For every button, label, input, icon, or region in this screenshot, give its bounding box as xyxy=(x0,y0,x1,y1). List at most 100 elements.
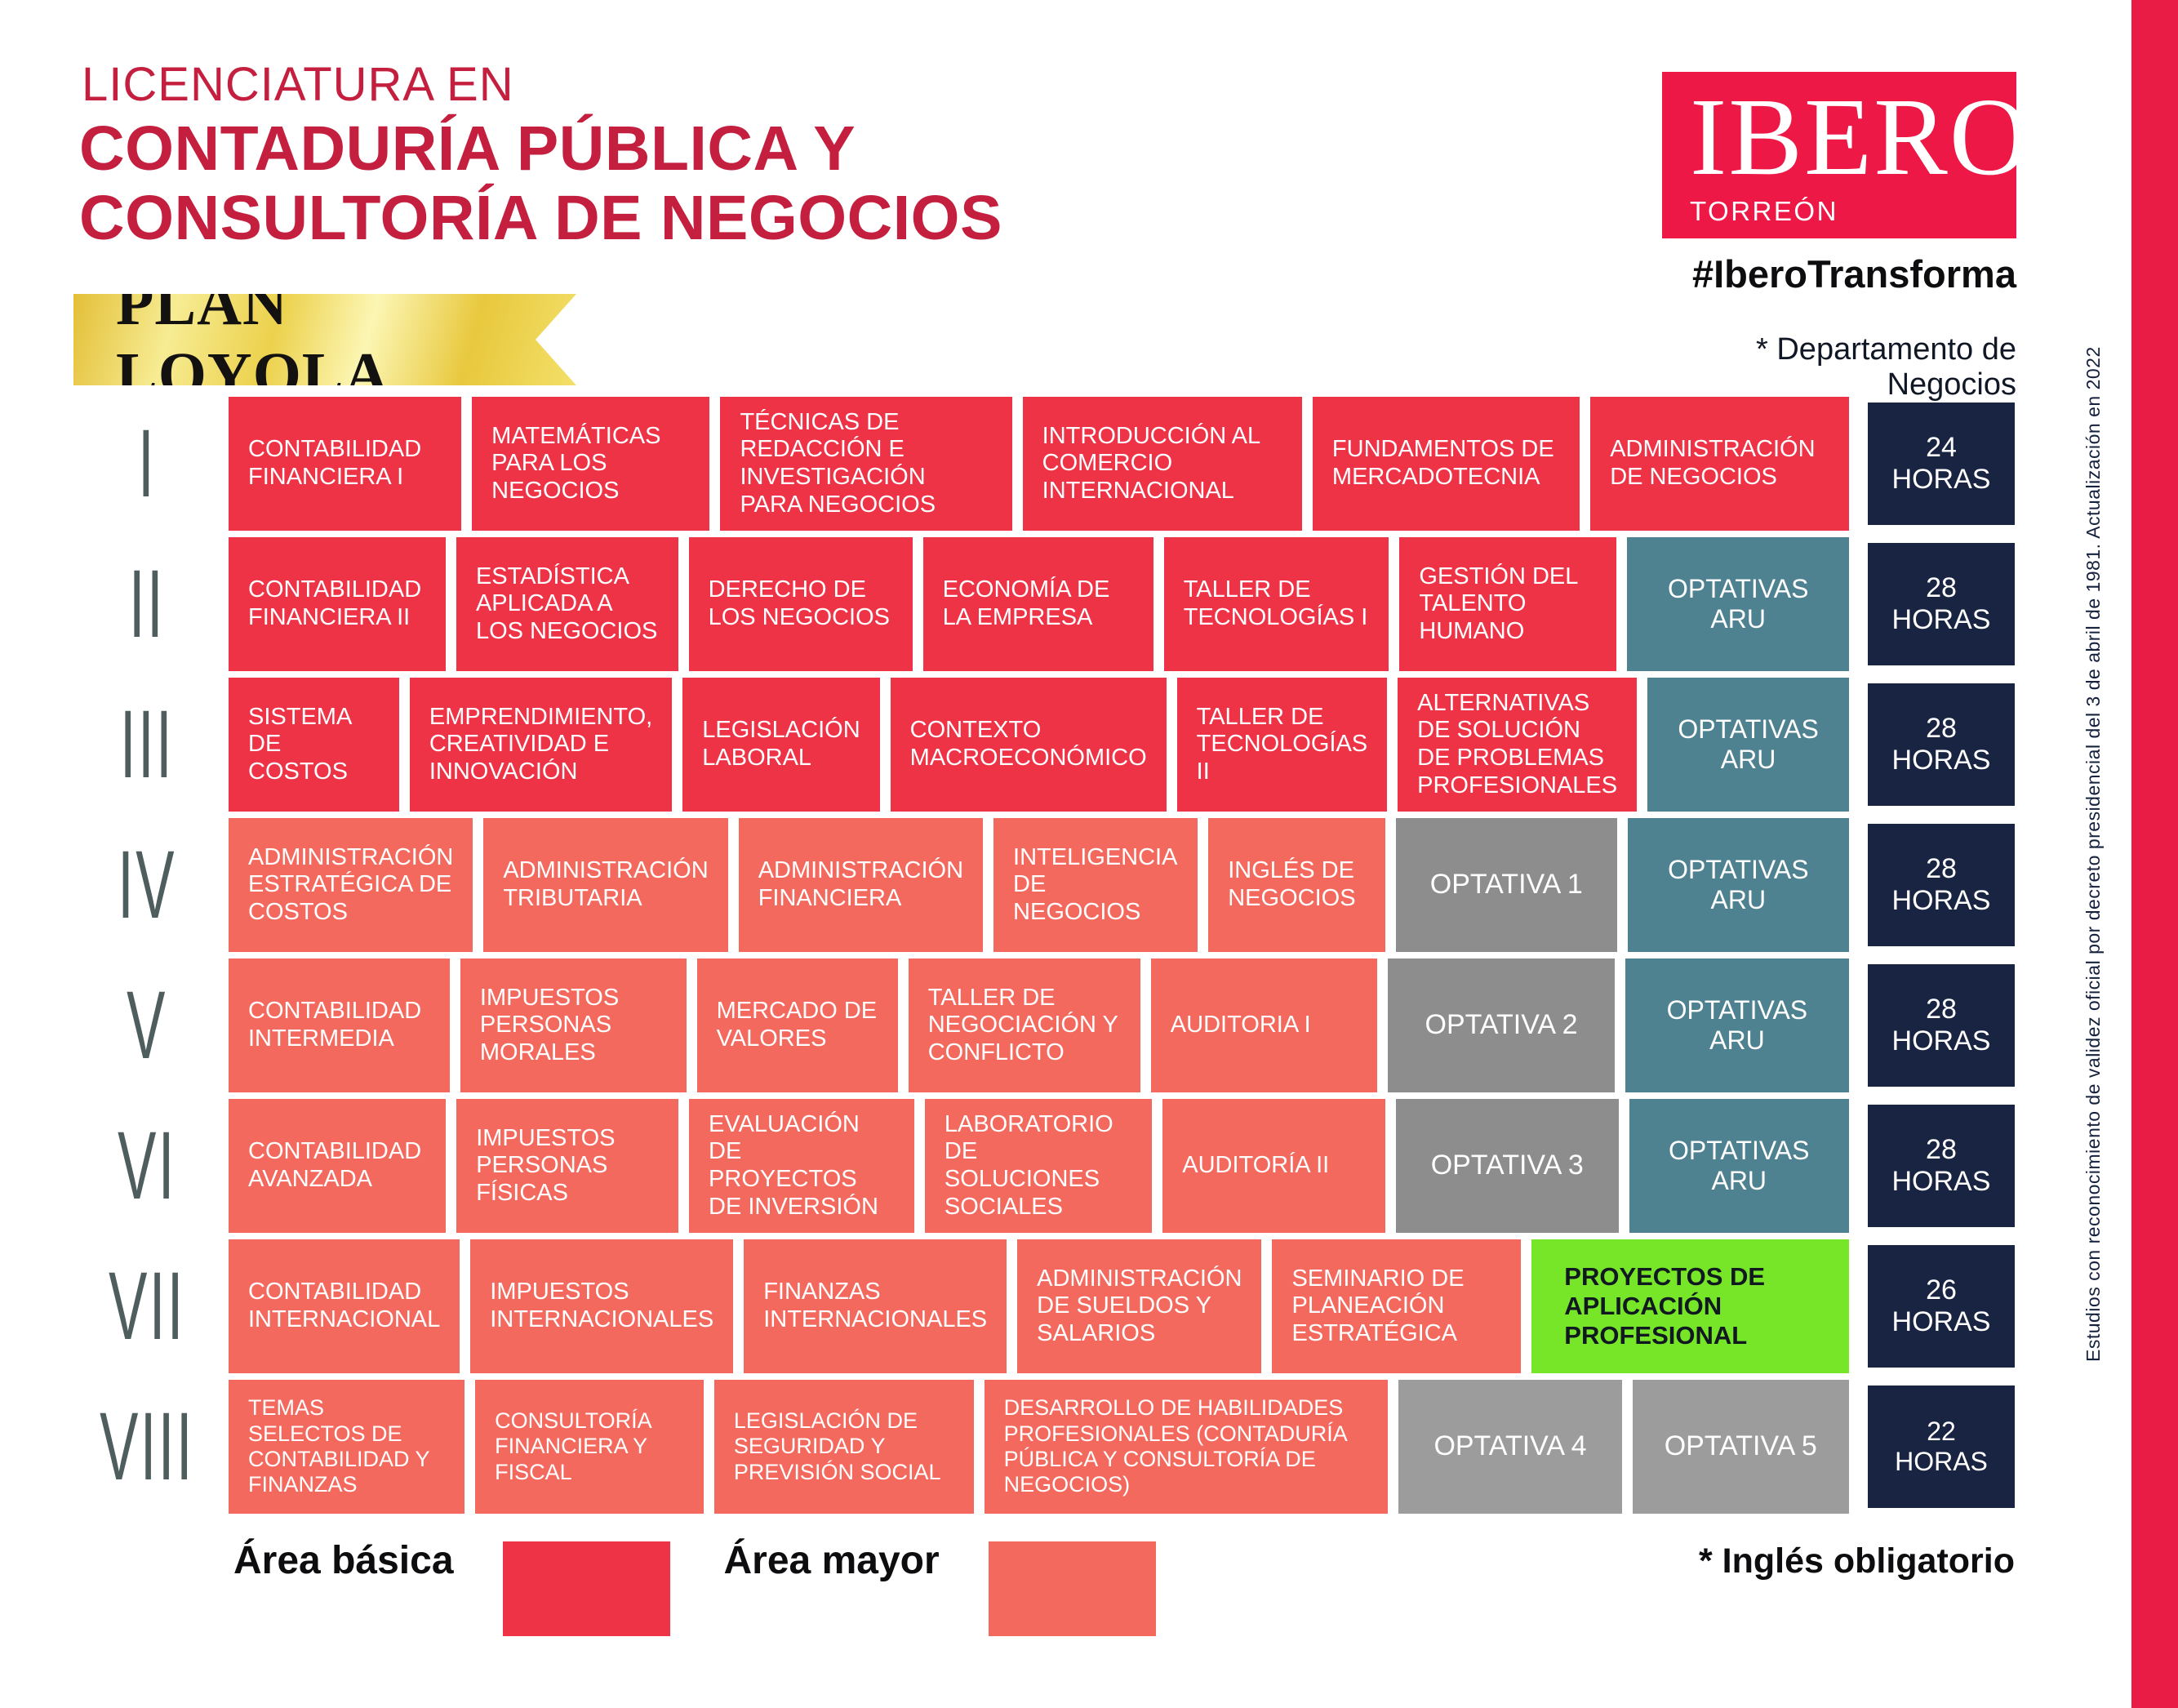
course-card: OPTATIVA 4 xyxy=(1398,1380,1622,1514)
course-card: SISTEMA DE COSTOS xyxy=(229,678,399,812)
hours-label: 28 HORAS xyxy=(1891,572,1991,635)
course-card: OPTATIVAS ARU xyxy=(1647,678,1849,812)
course-label: OPTATIVAS ARU xyxy=(1667,573,1809,634)
semester-courses: ADMINISTRACIÓN ESTRATÉGICA DE COSTOS ADMI… xyxy=(229,818,2016,952)
course-card: EMPRENDIMIENTO, CREATIVIDAD E INNOVACIÓN xyxy=(409,678,673,812)
course-card: INTRODUCCIÓN AL COMERCIO INTERNACIONAL xyxy=(1022,397,1302,531)
course-label: TÉCNICAS DE REDACCIÓN E INVESTIGACIÓN PA… xyxy=(740,408,936,518)
course-card: ADMINISTRACIÓN DE SUELDOS Y SALARIOS xyxy=(1017,1239,1262,1373)
course-card: CONTABILIDAD FINANCIERA I xyxy=(229,397,462,531)
course-card: DESARROLLO DE HABILIDADES PROFESIONALES … xyxy=(984,1380,1389,1514)
course-label: INGLÉS DE NEGOCIOS xyxy=(1228,857,1356,911)
semester-row-II: II CONTABILIDAD FINANCIERA II ESTADÍSTICA … xyxy=(65,537,2015,671)
course-card: LABORATORIO DE SOLUCIONES SOCIALES xyxy=(924,1099,1153,1233)
course-card: INTELIGENCIA DE NEGOCIOS xyxy=(993,818,1198,952)
course-card: AUDITORIA I xyxy=(1150,959,1378,1092)
course-label: IMPUESTOS INTERNACIONALES xyxy=(490,1279,714,1332)
plan-loyola-banner: PLAN LOYOLA xyxy=(73,294,576,385)
course-card: EVALUACIÓN DE PROYECTOS DE INVERSIÓN xyxy=(689,1099,914,1233)
semester-row-V: V CONTABILIDAD INTERMEDIA IMPUESTOS PERSON… xyxy=(65,959,2015,1092)
course-label: TALLER DE TECNOLOGÍAS II xyxy=(1196,703,1368,785)
course-card: CONTABILIDAD FINANCIERA II xyxy=(229,537,446,671)
course-label: LABORATORIO DE SOLUCIONES SOCIALES xyxy=(944,1110,1113,1220)
semester-row-I: I CONTABILIDAD FINANCIERA I MATEMÁTICAS PA… xyxy=(65,397,2015,531)
course-label: SEMINARIO DE PLANEACIÓN ESTRATÉGICA xyxy=(1291,1265,1465,1346)
course-label: IMPUESTOS PERSONAS FÍSICAS xyxy=(476,1124,616,1206)
course-card: CONTABILIDAD AVANZADA xyxy=(229,1099,447,1233)
course-card: LEGISLACIÓN DE SEGURIDAD Y PREVISIÓN SOC… xyxy=(713,1380,974,1514)
program-kicker: LICENCIATURA EN xyxy=(82,58,514,111)
ibero-hashtag: #IberoTransforma xyxy=(1691,252,2016,296)
course-label: TEMAS SELECTOS DE CONTABILIDAD Y FINANZA… xyxy=(248,1395,430,1497)
legend-item-area-basica: Área básica xyxy=(233,1541,670,1636)
semester-numeral: V xyxy=(127,972,167,1079)
english-required-note: * Inglés obligatorio xyxy=(1698,1541,2015,1581)
course-card: ESTADÍSTICA APLICADA A LOS NEGOCIOS xyxy=(456,537,678,671)
hours-card: 28 HORAS xyxy=(1868,683,2015,806)
course-label: AUDITORÍA II xyxy=(1182,1152,1330,1179)
hours-card: 28 HORAS xyxy=(1868,824,2016,946)
legend-item-area-mayor: Área mayor xyxy=(724,1541,1156,1636)
course-label: SISTEMA DE COSTOS xyxy=(248,703,351,785)
course-card: ADMINISTRACIÓN ESTRATÉGICA DE COSTOS xyxy=(229,818,473,952)
hours-card: 28 HORAS xyxy=(1868,543,2015,665)
course-label: OPTATIVA 5 xyxy=(1664,1430,1817,1462)
hours-label: 22 HORAS xyxy=(1895,1416,1988,1476)
semester-row-III: III SISTEMA DE COSTOS EMPRENDIMIENTO, CREA… xyxy=(65,678,2015,812)
course-card: OPTATIVA 5 xyxy=(1632,1380,1849,1514)
course-label: ADMINISTRACIÓN DE SUELDOS Y SALARIOS xyxy=(1037,1265,1242,1346)
course-label: AUDITORIA I xyxy=(1170,1012,1311,1039)
hours-card: 24 HORAS xyxy=(1868,403,2015,525)
course-card: IMPUESTOS PERSONAS MORALES xyxy=(460,959,687,1092)
course-card: OPTATIVAS ARU xyxy=(1629,1099,1849,1233)
legend-label: Área básica xyxy=(233,1539,454,1582)
hours-label: 28 HORAS xyxy=(1891,993,1991,1056)
course-label: ADMINISTRACIÓN DE NEGOCIOS xyxy=(1610,436,1816,490)
course-label: MERCADO DE VALORES xyxy=(716,998,878,1052)
course-card: OPTATIVAS ARU xyxy=(1627,537,1849,671)
legend-label: Área mayor xyxy=(723,1539,940,1582)
hours-label: 28 HORAS xyxy=(1891,712,1991,776)
semester-courses: CONTABILIDAD INTERMEDIA IMPUESTOS PERSONA… xyxy=(229,959,2015,1092)
course-label: INTRODUCCIÓN AL COMERCIO INTERNACIONAL xyxy=(1042,422,1260,504)
course-label: GESTIÓN DEL TALENTO HUMANO xyxy=(1419,563,1578,644)
ibero-logo: IBERO TORREÓN xyxy=(1662,72,2029,238)
course-label: OPTATIVAS ARU xyxy=(1666,994,1808,1055)
course-label: FUNDAMENTOS DE MERCADOTECNIA xyxy=(1331,436,1554,490)
course-label: CONTABILIDAD AVANZADA xyxy=(248,1138,422,1192)
semester-courses: CONTABILIDAD FINANCIERA II ESTADÍSTICA AP… xyxy=(229,537,2015,671)
course-label: CONTEXTO MACROECONÓMICO xyxy=(909,717,1147,771)
course-label: OPTATIVAS ARU xyxy=(1668,854,1809,914)
course-label: CONTABILIDAD FINANCIERA I xyxy=(248,436,422,490)
right-accent-stripe xyxy=(2131,0,2178,1708)
course-label: IMPUESTOS PERSONAS MORALES xyxy=(479,984,620,1065)
course-label: ECONOMÍA DE LA EMPRESA xyxy=(942,576,1110,630)
course-label: PROYECTOS DE APLICACIÓN PROFESIONAL xyxy=(1564,1262,1766,1350)
course-label: OPTATIVAS ARU xyxy=(1678,714,1819,774)
course-label: CONSULTORÍA FINANCIERA Y FISCAL xyxy=(495,1408,651,1484)
course-card: ADMINISTRACIÓN TRIBUTARIA xyxy=(483,818,728,952)
course-label: LEGISLACIÓN DE SEGURIDAD Y PREVISIÓN SOC… xyxy=(733,1408,941,1484)
hours-card: 28 HORAS xyxy=(1867,1105,2015,1227)
course-card: DERECHO DE LOS NEGOCIOS xyxy=(688,537,913,671)
program-title-line1: CONTADURÍA PÚBLICA Y xyxy=(79,113,856,184)
course-card: LEGISLACIÓN LABORAL xyxy=(682,678,880,812)
course-label: DERECHO DE LOS NEGOCIOS xyxy=(708,576,890,630)
semester-row-VIII: VIII TEMAS SELECTOS DE CONTABILIDAD Y FIN… xyxy=(65,1380,2015,1514)
course-card: FINANZAS INTERNACIONALES xyxy=(744,1239,1007,1373)
course-card: PROYECTOS DE APLICACIÓN PROFESIONAL xyxy=(1531,1239,1849,1373)
semester-numeral: III xyxy=(119,691,175,798)
course-card: TALLER DE NEGOCIACIÓN Y CONFLICTO xyxy=(908,959,1140,1092)
course-card: MERCADO DE VALORES xyxy=(696,959,898,1092)
course-card: OPTATIVAS ARU xyxy=(1625,959,1849,1092)
course-label: DESARROLLO DE HABILIDADES PROFESIONALES … xyxy=(1003,1395,1347,1497)
course-card: OPTATIVAS ARU xyxy=(1627,818,1850,952)
semester-row-VI: VI CONTABILIDAD AVANZADA IMPUESTOS PERSONA… xyxy=(65,1099,2015,1233)
course-label: OPTATIVA 4 xyxy=(1433,1430,1587,1462)
curriculum-grid: I CONTABILIDAD FINANCIERA I MATEMÁTICAS PA… xyxy=(65,397,2016,1520)
course-label: ALTERNATIVAS DE SOLUCIÓN DE PROBLEMAS PR… xyxy=(1417,689,1618,798)
hours-label: 28 HORAS xyxy=(1891,1133,1991,1197)
course-card: ADMINISTRACIÓN DE NEGOCIOS xyxy=(1590,397,1849,531)
course-card: OPTATIVA 2 xyxy=(1388,959,1615,1092)
course-label: TALLER DE TECNOLOGÍAS I xyxy=(1183,576,1368,630)
